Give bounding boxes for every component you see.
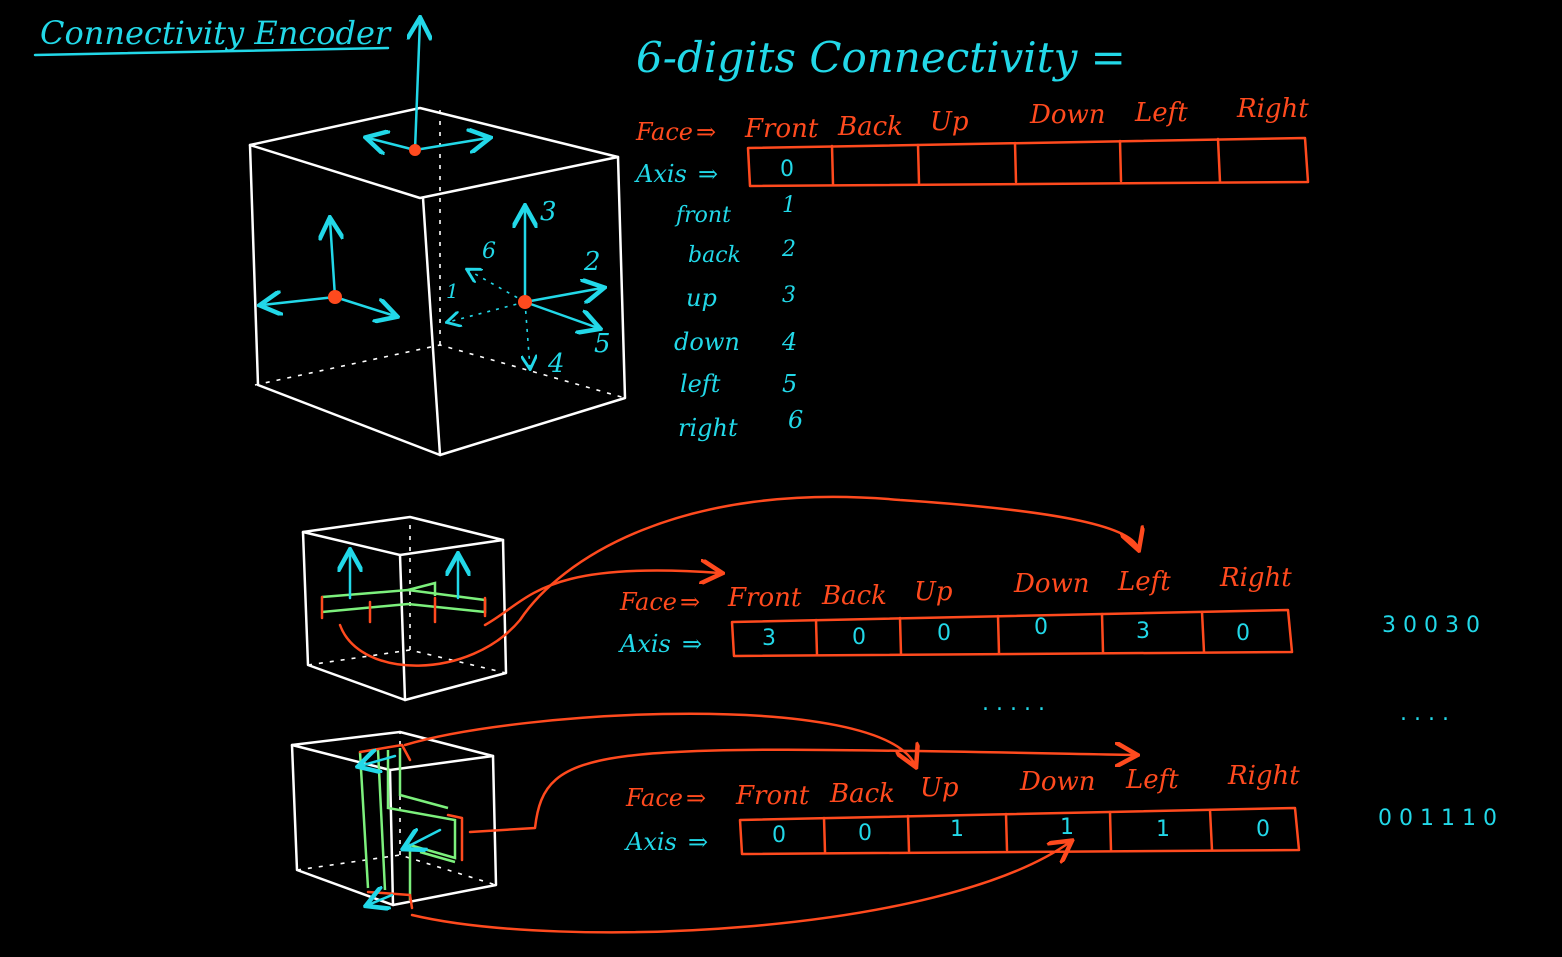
cell-value: 3 — [762, 626, 776, 651]
face-header-left: Left — [1125, 765, 1179, 795]
cell-value: 0 — [858, 821, 872, 846]
direction-legend: front 1 back 2 up 3 down 4 left 5 right … — [674, 193, 803, 442]
axis-label: Axis — [634, 160, 687, 188]
example-cube-1 — [301, 495, 1138, 702]
legend-name: up — [686, 284, 717, 312]
encoded-code-2: 0 0 1 1 1 0 — [1378, 806, 1497, 831]
cell-value: 0 — [780, 157, 794, 182]
cell-value: 0 — [937, 621, 951, 646]
encoded-code-1: 3 0 0 3 0 — [1382, 613, 1480, 638]
cell-value: 1 — [1156, 817, 1170, 842]
cell-value: 3 — [1136, 619, 1150, 644]
axis-number-2: 2 — [583, 247, 601, 277]
heading: 6-digits Connectivity = — [636, 33, 1126, 82]
face-header-down: Down — [1019, 767, 1096, 797]
axis-label: Axis — [624, 828, 677, 856]
face-header-front: Front — [735, 781, 810, 811]
face-header-front: Front — [744, 114, 819, 144]
face-header-down: Down — [1029, 100, 1106, 130]
face-label: Face — [625, 784, 683, 812]
face-header-back: Back — [821, 581, 887, 611]
face-header-back: Back — [837, 112, 903, 142]
face-label: Face — [619, 588, 677, 616]
connectivity-table-1: Face ⇒ Axis ⇒ Front Back Up Down Left Ri… — [634, 94, 1309, 188]
face-header-up: Up — [920, 773, 959, 803]
connectivity-table-2: Face ⇒ Axis ⇒ Front Back Up Down Left Ri… — [618, 563, 1294, 658]
axis-number-6: 6 — [482, 239, 496, 264]
face-header-up: Up — [914, 577, 953, 607]
face-label: Face — [635, 118, 693, 146]
legend-value: 5 — [782, 370, 797, 398]
legend-value: 4 — [781, 328, 797, 356]
legend-name: left — [680, 370, 721, 398]
legend-name: right — [678, 414, 738, 442]
main-cube: 3 2 5 4 1 6 — [248, 20, 627, 457]
cell-value: 0 — [1256, 817, 1270, 842]
page-title: Connectivity Encoder — [40, 14, 392, 52]
title-underline — [33, 46, 390, 57]
face-header-front: Front — [727, 583, 802, 613]
cell-value: 0 — [852, 625, 866, 650]
face-header-left: Left — [1117, 567, 1171, 597]
axis-number-1: 1 — [446, 279, 459, 303]
ellipsis-middle: . . . . . — [982, 691, 1045, 716]
face-header-right: Right — [1219, 563, 1292, 593]
face-header-down: Down — [1013, 569, 1090, 599]
axis-arrow: ⇒ — [682, 630, 702, 658]
connectivity-table-3: Face ⇒ Axis ⇒ Front Back Up Down Left Ri… — [624, 761, 1300, 856]
legend-value: 3 — [782, 283, 796, 308]
face-header-back: Back — [829, 779, 895, 809]
face-header-left: Left — [1134, 98, 1188, 128]
axis-label: Axis — [618, 630, 671, 658]
axis-number-4: 4 — [547, 349, 565, 379]
legend-name: front — [674, 203, 731, 228]
cell-value: 1 — [950, 817, 964, 842]
legend-value: 6 — [788, 406, 803, 434]
face-arrow: ⇒ — [680, 588, 700, 616]
axis-number-5: 5 — [594, 329, 611, 359]
legend-value: 1 — [782, 193, 796, 218]
axis-number-3: 3 — [540, 197, 557, 227]
face-arrow: ⇒ — [696, 118, 716, 146]
face-header-up: Up — [930, 107, 969, 137]
axis-arrow: ⇒ — [698, 160, 718, 188]
example-cube-2 — [290, 712, 1135, 934]
face-arrow: ⇒ — [686, 784, 706, 812]
cell-value: 1 — [1060, 815, 1074, 840]
ellipsis-right: . . . . — [1400, 701, 1449, 726]
cell-value: 0 — [1034, 615, 1048, 640]
axis-arrow: ⇒ — [688, 828, 708, 856]
face-header-right: Right — [1236, 94, 1309, 124]
cell-value: 0 — [772, 823, 786, 848]
face-header-right: Right — [1227, 761, 1300, 791]
legend-value: 2 — [781, 237, 796, 262]
legend-name: back — [688, 243, 741, 268]
cell-value: 0 — [1236, 621, 1250, 646]
legend-name: down — [674, 328, 740, 356]
